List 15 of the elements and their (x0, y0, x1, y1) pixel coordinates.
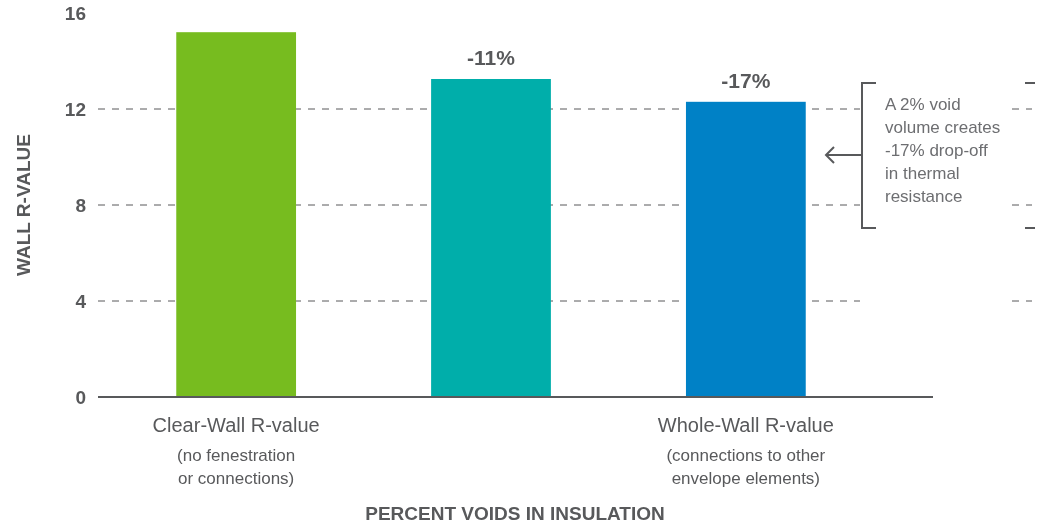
x-tick-label: Whole-Wall R-value (connections to other envelope elements) (657, 414, 834, 488)
annotation: -17% (721, 68, 771, 92)
x-tick-label: Clear-Wall R-value (no fenestration or connections) (152, 414, 320, 488)
bar (685, 101, 806, 397)
annotation: -11% (467, 46, 516, 69)
x-axis-title: PERCENT VOIDS IN INSULATION (365, 503, 665, 524)
y-axis-title: WALL R-VALUE (13, 134, 34, 276)
y-tick-label: 0 (75, 386, 86, 408)
y-tick-label: 16 (64, 2, 86, 24)
bar (431, 79, 551, 397)
text: A 2% void volume creates -17% drop-off in thermal resistance (885, 95, 1001, 206)
y-tick-label: 4 (75, 290, 87, 312)
y-tick-label: 8 (75, 194, 86, 216)
bar (176, 32, 297, 397)
y-tick-label: 12 (64, 98, 86, 120)
